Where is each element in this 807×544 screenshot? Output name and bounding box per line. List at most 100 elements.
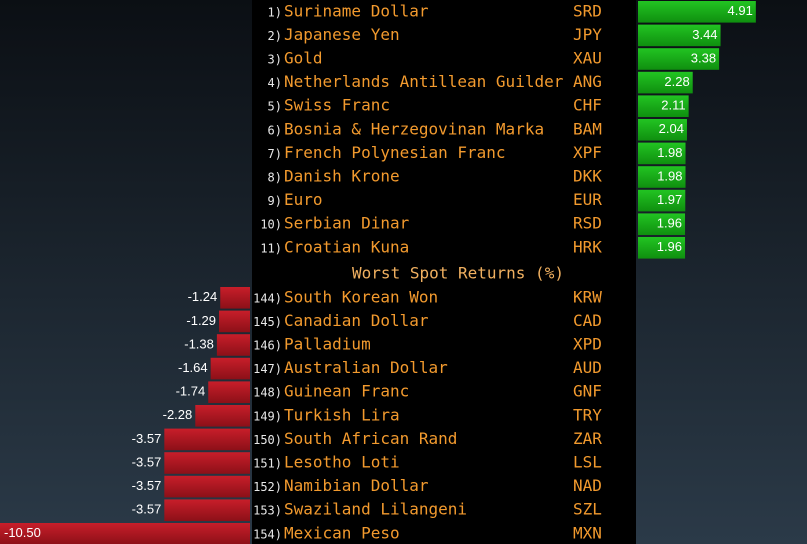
currency-code: XAU — [573, 49, 602, 68]
value-label: -10.50 — [4, 525, 41, 540]
bar — [638, 95, 689, 117]
value-label: -3.57 — [132, 454, 162, 469]
bar — [220, 287, 250, 309]
bar — [638, 213, 686, 235]
rank: 148) — [253, 386, 282, 400]
currency-code: TRY — [573, 405, 602, 424]
rank: 6) — [268, 123, 282, 137]
currency-name: Mexican Peso — [284, 523, 400, 542]
value-label: 3.44 — [692, 27, 717, 42]
bar — [164, 499, 250, 521]
bar — [164, 475, 250, 498]
bar — [638, 142, 686, 165]
currency-name: French Polynesian Franc — [284, 143, 506, 162]
currency-code: CHF — [573, 96, 602, 115]
rank: 4) — [268, 76, 282, 90]
rank: 2) — [268, 29, 282, 43]
bar — [216, 334, 250, 356]
bar — [638, 237, 686, 259]
value-label: -3.57 — [132, 502, 162, 517]
value-label: -2.28 — [163, 407, 193, 422]
currency-code: ANG — [573, 72, 602, 91]
currency-name: Canadian Dollar — [284, 311, 429, 330]
bar — [638, 48, 720, 70]
currency-code: MXN — [573, 523, 602, 542]
value-label: 2.28 — [664, 74, 689, 89]
currency-name: Swaziland Lilangeni — [284, 500, 467, 519]
currency-name: Lesotho Loti — [284, 453, 400, 472]
currency-code: LSL — [573, 453, 602, 472]
rank: 10) — [260, 218, 282, 232]
rank: 8) — [268, 171, 282, 185]
bar — [638, 189, 686, 212]
bar — [210, 357, 250, 380]
bar — [638, 71, 693, 94]
currency-code: JPY — [573, 25, 602, 44]
value-label: 1.97 — [657, 192, 682, 207]
currency-code: NAD — [573, 476, 602, 495]
rank: 3) — [268, 53, 282, 67]
rank: 151) — [253, 457, 282, 471]
currency-name: Namibian Dollar — [284, 476, 429, 495]
currency-code: KRW — [573, 287, 602, 306]
bar — [164, 428, 250, 451]
currency-name: Croatian Kuna — [284, 237, 409, 256]
rank: 7) — [268, 147, 282, 161]
bar — [638, 119, 687, 141]
bar — [638, 166, 686, 188]
currency-name: South Korean Won — [284, 287, 438, 306]
value-label: 1.98 — [657, 168, 682, 183]
value-label: 2.11 — [661, 98, 685, 113]
currency-name: Swiss Franc — [284, 96, 390, 115]
value-label: 4.91 — [728, 3, 753, 18]
currency-name: Danish Krone — [284, 167, 400, 186]
value-label: 1.98 — [657, 145, 682, 160]
value-label: -1.38 — [184, 336, 214, 351]
rank: 1) — [268, 5, 282, 19]
rank: 144) — [253, 291, 282, 305]
currency-name: Australian Dollar — [284, 358, 448, 377]
currency-name: Guinean Franc — [284, 382, 409, 401]
bar — [219, 310, 250, 333]
value-label: -1.24 — [188, 289, 218, 304]
currency-code: ZAR — [573, 429, 602, 448]
currency-name: Japanese Yen — [284, 25, 400, 44]
currency-code: SZL — [573, 500, 602, 519]
value-label: -1.74 — [176, 384, 206, 399]
value-label: -3.57 — [132, 478, 162, 493]
bar — [164, 452, 250, 474]
currency-name: South African Rand — [284, 429, 457, 448]
bar — [638, 24, 721, 47]
value-label: 1.96 — [657, 216, 682, 231]
value-label: 2.04 — [659, 121, 684, 136]
currency-code: RSD — [573, 214, 602, 233]
rank: 145) — [253, 315, 282, 329]
currency-name: Gold — [284, 49, 323, 68]
currency-name: Palladium — [284, 335, 371, 354]
rank: 11) — [260, 241, 282, 255]
bar — [195, 405, 250, 427]
currency-code: GNF — [573, 382, 602, 401]
currency-code: SRD — [573, 1, 602, 20]
currency-name: Suriname Dollar — [284, 1, 429, 20]
rank: 5) — [268, 100, 282, 114]
rank: 147) — [253, 362, 282, 376]
rank: 149) — [253, 409, 282, 423]
currency-name: Bosnia & Herzegovinan Marka — [284, 119, 544, 138]
bar — [0, 523, 250, 544]
currency-code: CAD — [573, 311, 602, 330]
currency-name: Netherlands Antillean Guilder — [284, 72, 564, 91]
bar — [638, 1, 756, 23]
currency-code: EUR — [573, 190, 602, 209]
section-title: Worst Spot Returns (%) — [352, 264, 564, 283]
rank: 146) — [253, 339, 282, 353]
bar — [208, 381, 250, 403]
currency-name: Turkish Lira — [284, 405, 400, 424]
currency-code: DKK — [573, 167, 602, 186]
rank: 150) — [253, 433, 282, 447]
value-label: 1.96 — [657, 239, 682, 254]
value-label: -1.64 — [178, 360, 208, 375]
currency-code: XPD — [573, 335, 602, 354]
rank: 152) — [253, 480, 282, 494]
list-panel — [252, 0, 636, 544]
